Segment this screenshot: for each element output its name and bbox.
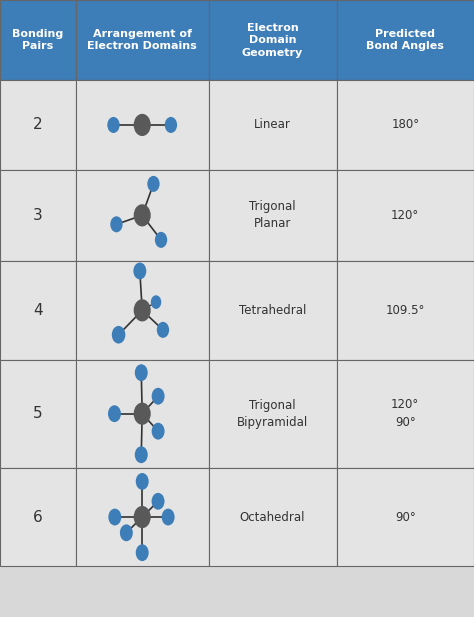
- Ellipse shape: [109, 508, 121, 526]
- FancyBboxPatch shape: [76, 80, 209, 170]
- Text: 120°: 120°: [391, 209, 419, 222]
- FancyBboxPatch shape: [337, 261, 474, 360]
- Ellipse shape: [112, 326, 125, 344]
- FancyBboxPatch shape: [209, 360, 337, 468]
- FancyBboxPatch shape: [0, 170, 76, 261]
- Text: Trigonal
Bipyramidal: Trigonal Bipyramidal: [237, 399, 308, 429]
- FancyBboxPatch shape: [0, 468, 76, 566]
- Ellipse shape: [136, 544, 149, 561]
- Text: Arrangement of
Electron Domains: Arrangement of Electron Domains: [87, 29, 197, 51]
- FancyBboxPatch shape: [337, 468, 474, 566]
- Ellipse shape: [134, 299, 151, 321]
- Ellipse shape: [151, 296, 161, 309]
- Text: 120°
90°: 120° 90°: [391, 398, 419, 429]
- Text: 109.5°: 109.5°: [385, 304, 425, 317]
- FancyBboxPatch shape: [209, 261, 337, 360]
- Text: Electron
Domain
Geometry: Electron Domain Geometry: [242, 23, 303, 57]
- FancyBboxPatch shape: [337, 170, 474, 261]
- Text: Predicted
Bond Angles: Predicted Bond Angles: [366, 29, 444, 51]
- Text: Linear: Linear: [254, 118, 291, 131]
- FancyBboxPatch shape: [0, 0, 76, 80]
- Text: Trigonal
Planar: Trigonal Planar: [249, 201, 296, 230]
- Ellipse shape: [152, 423, 164, 439]
- Ellipse shape: [134, 403, 151, 425]
- Text: 2: 2: [33, 117, 43, 133]
- FancyBboxPatch shape: [76, 360, 209, 468]
- FancyBboxPatch shape: [337, 80, 474, 170]
- Ellipse shape: [134, 506, 151, 528]
- FancyBboxPatch shape: [76, 468, 209, 566]
- Ellipse shape: [162, 508, 174, 526]
- Text: 3: 3: [33, 208, 43, 223]
- Ellipse shape: [133, 263, 146, 280]
- Ellipse shape: [152, 388, 164, 405]
- Ellipse shape: [155, 232, 167, 248]
- FancyBboxPatch shape: [76, 261, 209, 360]
- Ellipse shape: [135, 446, 148, 463]
- Ellipse shape: [152, 493, 164, 510]
- FancyBboxPatch shape: [0, 80, 76, 170]
- Text: Tetrahedral: Tetrahedral: [239, 304, 306, 317]
- FancyBboxPatch shape: [337, 0, 474, 80]
- Ellipse shape: [110, 217, 123, 233]
- Text: 180°: 180°: [391, 118, 419, 131]
- FancyBboxPatch shape: [337, 360, 474, 468]
- Ellipse shape: [147, 176, 160, 192]
- FancyBboxPatch shape: [0, 261, 76, 360]
- Ellipse shape: [120, 524, 133, 541]
- Ellipse shape: [107, 117, 119, 133]
- Ellipse shape: [134, 204, 151, 226]
- FancyBboxPatch shape: [76, 0, 209, 80]
- Text: 4: 4: [33, 303, 43, 318]
- FancyBboxPatch shape: [209, 0, 337, 80]
- FancyBboxPatch shape: [76, 170, 209, 261]
- Ellipse shape: [136, 473, 149, 490]
- FancyBboxPatch shape: [209, 170, 337, 261]
- FancyBboxPatch shape: [0, 360, 76, 468]
- Ellipse shape: [135, 364, 148, 381]
- FancyBboxPatch shape: [209, 80, 337, 170]
- Ellipse shape: [108, 405, 121, 422]
- Ellipse shape: [165, 117, 177, 133]
- Text: Bonding
Pairs: Bonding Pairs: [12, 29, 64, 51]
- Text: Octahedral: Octahedral: [240, 510, 305, 524]
- FancyBboxPatch shape: [209, 468, 337, 566]
- Text: 90°: 90°: [395, 510, 416, 524]
- Ellipse shape: [134, 114, 151, 136]
- Text: 6: 6: [33, 510, 43, 524]
- Text: 5: 5: [33, 406, 43, 421]
- Ellipse shape: [157, 322, 169, 338]
